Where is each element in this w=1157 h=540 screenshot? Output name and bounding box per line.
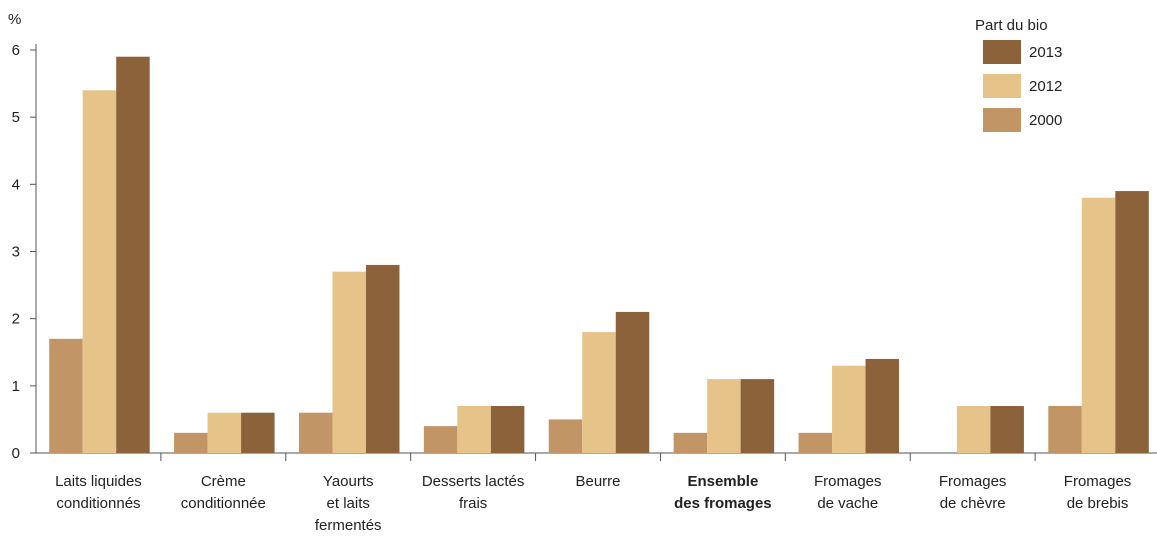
legend-label-2000: 2000 [1029, 112, 1062, 129]
y-tick-label: 0 [12, 445, 20, 462]
x-category-label: conditionnés [56, 495, 140, 512]
bar-2012-1 [207, 412, 242, 453]
bar-2012-8 [1081, 197, 1116, 453]
bar-2000-2 [298, 412, 333, 453]
x-category-label: Fromages [1064, 473, 1132, 490]
bar-2013-2 [365, 264, 400, 453]
x-category-label: de chèvre [940, 495, 1006, 512]
x-category-label: Fromages [939, 473, 1007, 490]
y-tick-label: 4 [12, 176, 20, 193]
bar-2000-6 [798, 432, 833, 453]
x-category-label: Desserts lactés [422, 473, 525, 490]
bar-2013-7 [990, 405, 1024, 453]
bar-2013-1 [241, 412, 275, 453]
bar-2013-5 [740, 379, 775, 453]
x-category-label: Beurre [575, 473, 620, 490]
bar-2012-7 [956, 405, 991, 453]
y-axis: % 0 1 2 3 4 5 6 [8, 11, 37, 462]
bar-2012-5 [707, 379, 741, 453]
bar-2012-4 [582, 332, 616, 453]
legend-label-2012: 2012 [1029, 78, 1062, 95]
x-category-label: Fromages [814, 473, 882, 490]
x-category-label: Laits liquides [55, 473, 142, 490]
bar-2013-4 [615, 311, 650, 453]
x-category-label: de vache [817, 495, 878, 512]
bar-2012-3 [457, 405, 491, 453]
bar-2000-0 [49, 338, 83, 453]
bars [49, 56, 1149, 454]
x-category-label: et laits [327, 495, 370, 512]
legend-swatch-2012 [983, 74, 1021, 98]
x-category-label: Yaourts [323, 473, 374, 490]
x-category-label: Crème [201, 473, 246, 490]
y-tick-label: 2 [12, 311, 20, 328]
bar-2012-6 [832, 365, 866, 453]
y-tick-label: 3 [12, 244, 20, 261]
bar-2012-2 [332, 271, 366, 453]
legend: Part du bio 2013 2012 2000 [975, 17, 1062, 132]
bar-2013-3 [490, 405, 525, 453]
y-tick-label: 5 [12, 109, 20, 126]
bar-2000-3 [423, 426, 458, 453]
x-category-label: frais [459, 495, 487, 512]
y-tick-label: 1 [12, 378, 20, 395]
legend-title: Part du bio [975, 17, 1048, 34]
bar-2000-4 [548, 419, 583, 453]
y-tick-label: 6 [12, 42, 20, 59]
legend-swatch-2000 [983, 108, 1021, 132]
bar-2013-6 [865, 358, 900, 453]
bar-2012-0 [82, 90, 117, 454]
x-category-label: des fromages [674, 495, 772, 512]
bar-2000-1 [174, 432, 208, 453]
x-category-label: de brebis [1067, 495, 1129, 512]
legend-swatch-2013 [983, 40, 1021, 64]
bar-2000-5 [673, 432, 708, 453]
legend-label-2013: 2013 [1029, 44, 1062, 61]
x-category-label: conditionnée [181, 495, 266, 512]
bar-2000-8 [1048, 405, 1082, 453]
x-category-label: Ensemble [687, 473, 758, 490]
y-axis-label: % [8, 11, 21, 28]
x-axis: Laits liquides conditionnés Crème condition… [36, 452, 1157, 534]
bar-2013-0 [116, 56, 150, 453]
bar-2013-8 [1115, 191, 1149, 454]
x-category-label: fermentés [315, 517, 382, 534]
